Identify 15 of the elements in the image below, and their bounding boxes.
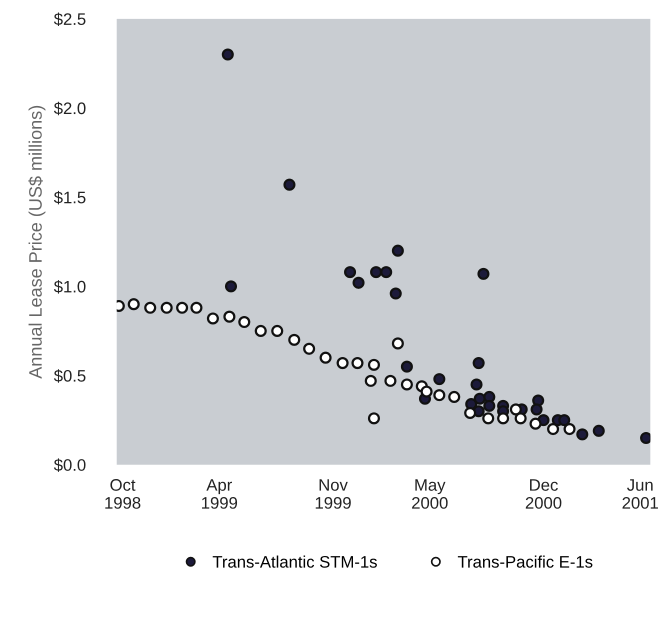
legend-label: Trans-Atlantic STM-1s — [212, 556, 377, 568]
y-tick-label: $2.5 — [54, 12, 86, 26]
x-tick-label: May 2000 — [412, 479, 448, 509]
y-tick-label: $2.0 — [54, 102, 86, 116]
y-axis-title: Annual Lease Price (US$ millions) — [28, 106, 46, 379]
y-tick-label: $1.5 — [54, 190, 86, 204]
y-tick-label: $0.5 — [54, 369, 86, 383]
x-tick-label: Dec 2000 — [526, 479, 562, 509]
legend-label: Trans-Pacific E-1s — [458, 556, 592, 568]
y-tick-label: $0.0 — [54, 458, 86, 472]
x-tick-label: Oct 1998 — [105, 479, 140, 509]
x-tick-label: Nov 1999 — [316, 479, 351, 509]
x-tick-label: Jun 2001 — [622, 479, 658, 509]
x-tick-label: Apr 1999 — [202, 479, 238, 509]
y-tick-label: $1.0 — [54, 280, 86, 294]
